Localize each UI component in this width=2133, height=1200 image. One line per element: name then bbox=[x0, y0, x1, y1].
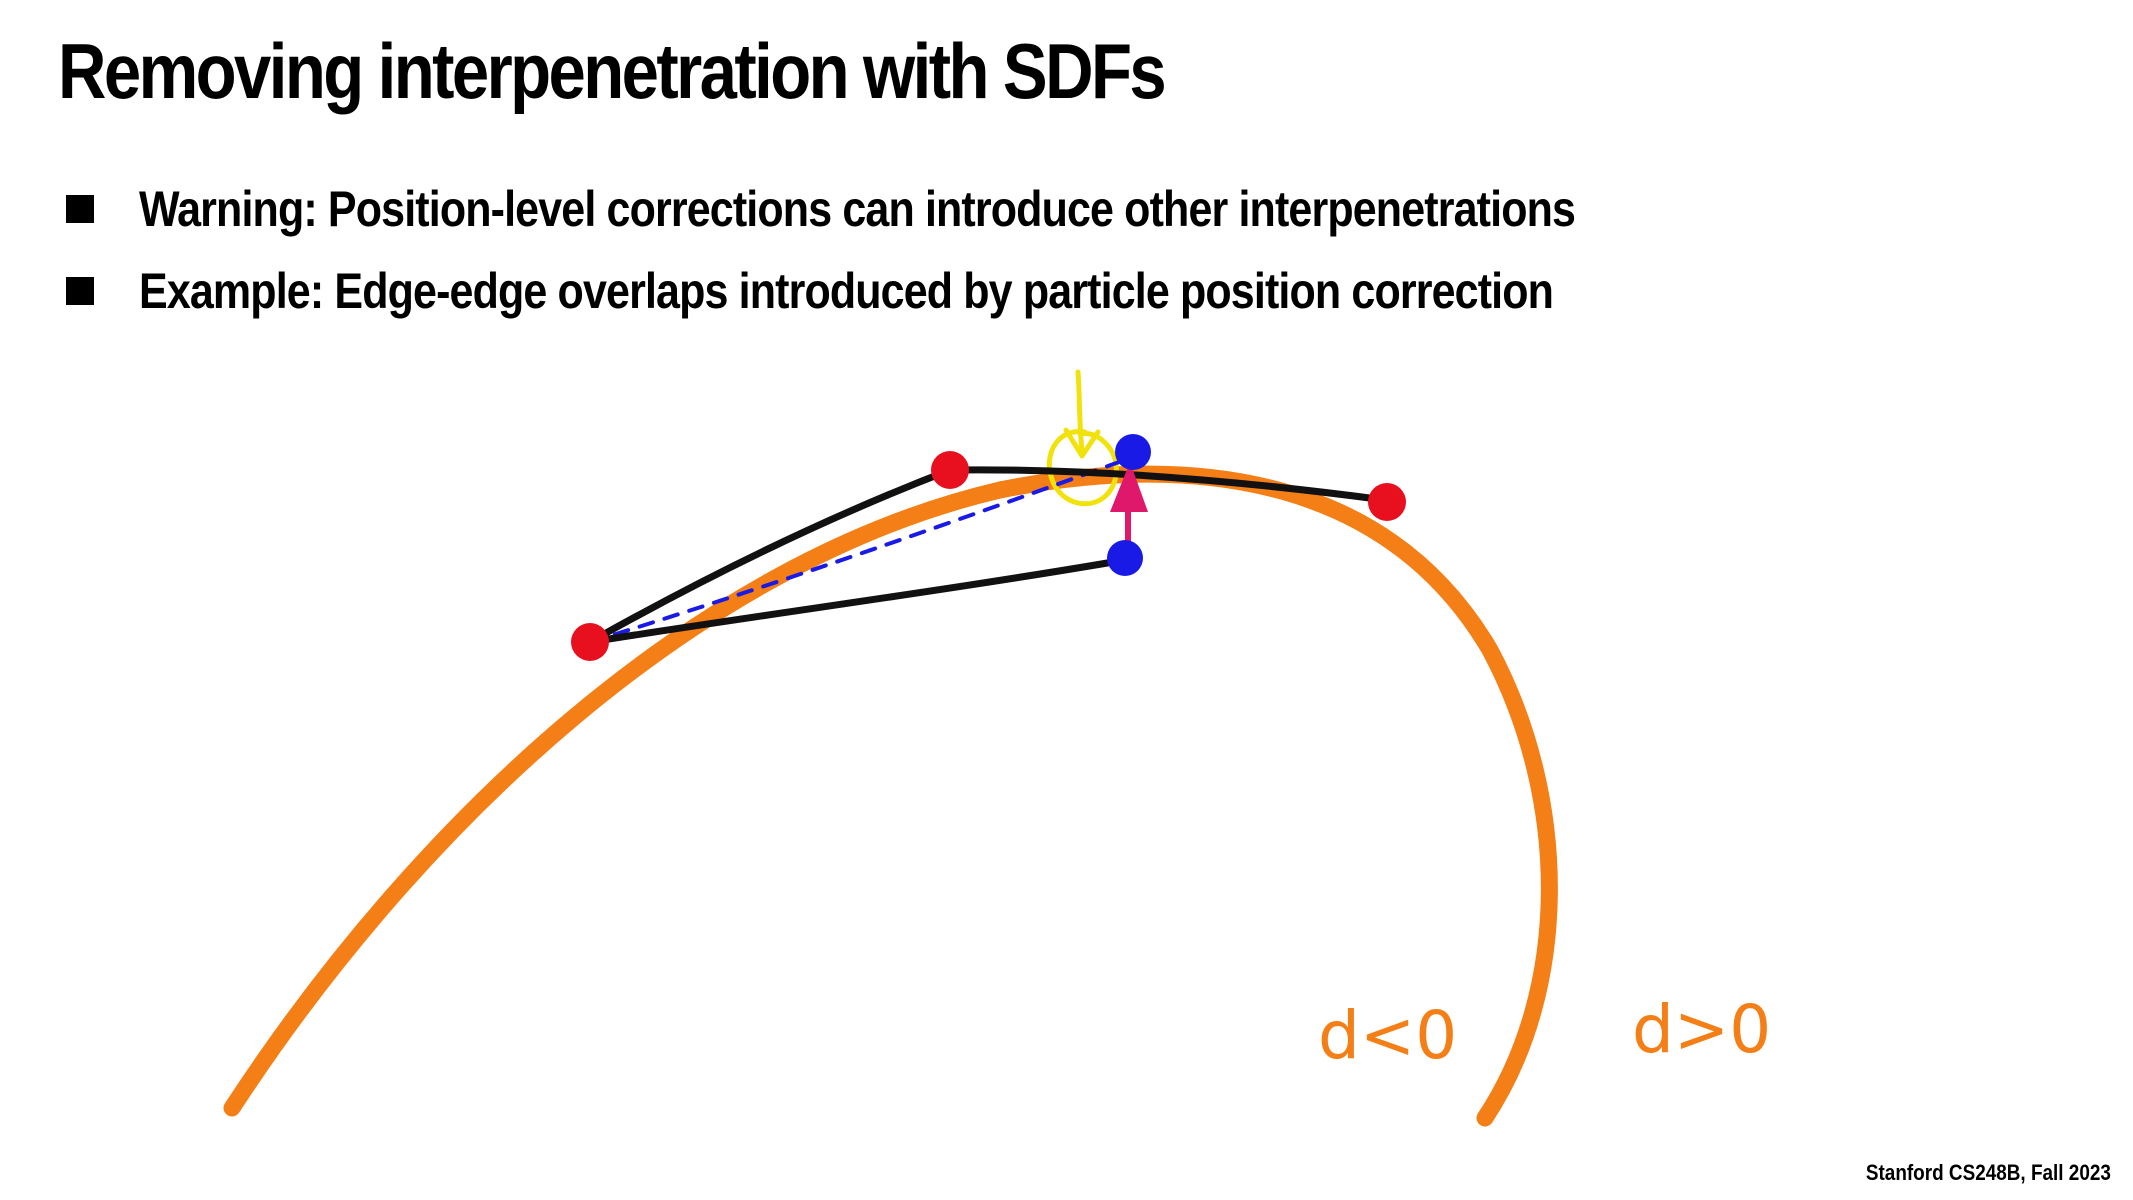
pre-correction-edge-dashed bbox=[588, 456, 1132, 644]
edge-top bbox=[946, 466, 1389, 504]
highlight-arrow-icon bbox=[1063, 369, 1101, 459]
bullet-list: Warning: Position-level corrections can … bbox=[66, 168, 1809, 332]
bullet-item-example: Example: Edge-edge overlaps introduced b… bbox=[66, 250, 1809, 332]
bullet-text: Example: Edge-edge overlaps introduced b… bbox=[139, 263, 1554, 319]
slide-title: Removing interpenetration with SDFs bbox=[58, 27, 1167, 115]
overlap-highlight bbox=[1046, 369, 1119, 507]
edge-left-lower bbox=[586, 556, 1129, 646]
particle-after-correction bbox=[1115, 434, 1151, 470]
particle-fixed-top bbox=[931, 451, 969, 489]
particle-fixed-left bbox=[571, 623, 609, 661]
particle-before-correction bbox=[1107, 540, 1143, 576]
edge-left-upper bbox=[586, 466, 954, 646]
position-correction-arrow bbox=[1110, 462, 1148, 551]
mesh-edges bbox=[586, 466, 1389, 646]
inside-region-label: d<0 bbox=[1318, 997, 1457, 1074]
particles bbox=[571, 434, 1406, 661]
outside-region-label: d>0 bbox=[1632, 991, 1771, 1068]
bullet-item-warning: Warning: Position-level corrections can … bbox=[66, 168, 1809, 250]
bullet-square-icon bbox=[66, 195, 94, 223]
particle-fixed-right bbox=[1368, 483, 1406, 521]
bullet-text: Warning: Position-level corrections can … bbox=[139, 181, 1576, 237]
bullet-square-icon bbox=[66, 277, 94, 305]
footer-credit: Stanford CS248B, Fall 2023 bbox=[1865, 1160, 2111, 1185]
correction-arrowhead-icon bbox=[1110, 462, 1148, 512]
highlight-circle-icon bbox=[1046, 429, 1119, 507]
